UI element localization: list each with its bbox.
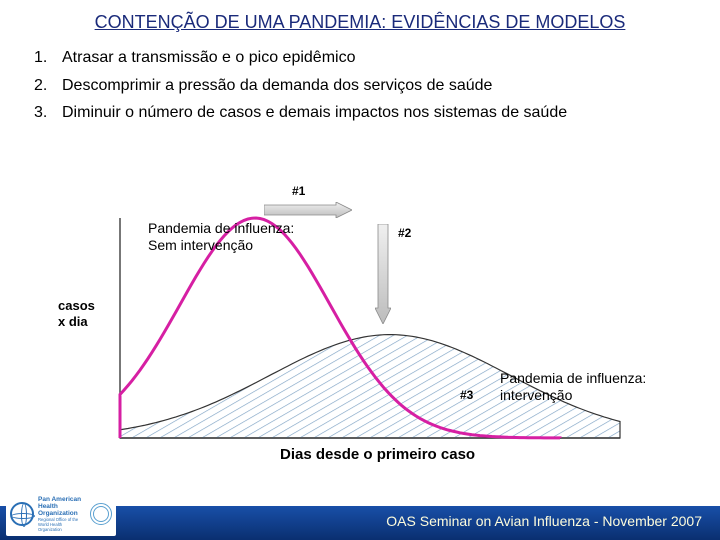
list-text: Atrasar a transmissão e o pico epidêmico — [62, 47, 355, 69]
list-text: Descomprimir a pressão da demanda dos se… — [62, 75, 492, 97]
globe-icon — [10, 502, 34, 526]
list-number: 1. — [34, 47, 58, 69]
x-axis-label: Dias desde o primeiro caso — [280, 446, 475, 463]
epidemic-curve-chart: #1 Pandemia de influenza: Sem intervençã… — [60, 188, 660, 468]
list-text: Diminuir o número de casos e demais impa… — [62, 102, 567, 124]
logo-line: Pan American — [38, 496, 84, 503]
label-text: Pandemia de influenza: intervenção — [500, 370, 646, 403]
logo-line: Health — [38, 503, 84, 510]
y-axis-label: casos x dia — [58, 298, 95, 329]
logo-subline: World Health Organization — [38, 522, 62, 532]
logo-line: Organization — [38, 510, 84, 517]
annotation-2-label: #2 — [398, 226, 411, 240]
who-emblem-icon — [90, 503, 112, 525]
list-number: 2. — [34, 75, 58, 97]
list-item: 2. Descomprimir a pressão da demanda dos… — [34, 75, 690, 97]
bullet-list: 1. Atrasar a transmissão e o pico epidêm… — [0, 47, 720, 124]
paho-who-logo: Pan American Health Organization Regiona… — [6, 492, 116, 536]
list-item: 1. Atrasar a transmissão e o pico epidêm… — [34, 47, 690, 69]
annotation-1-label: #1 — [292, 184, 305, 198]
label-text: Pandemia de influenza: Sem intervenção — [148, 220, 294, 253]
annotation-3-label: #3 — [460, 388, 473, 402]
no-intervention-label: Pandemia de influenza: Sem intervenção — [148, 220, 294, 254]
intervention-label: Pandemia de influenza: intervenção — [500, 370, 646, 404]
slide-title: CONTENÇÃO DE UMA PANDEMIA: EVIDÊNCIAS DE… — [0, 0, 720, 47]
logo-text: Pan American Health Organization Regiona… — [38, 496, 84, 532]
list-item: 3. Diminuir o número de casos e demais i… — [34, 102, 690, 124]
label-text: casos x dia — [58, 298, 95, 329]
list-number: 3. — [34, 102, 58, 124]
footer-text: OAS Seminar on Avian Influenza - Novembe… — [386, 513, 702, 529]
